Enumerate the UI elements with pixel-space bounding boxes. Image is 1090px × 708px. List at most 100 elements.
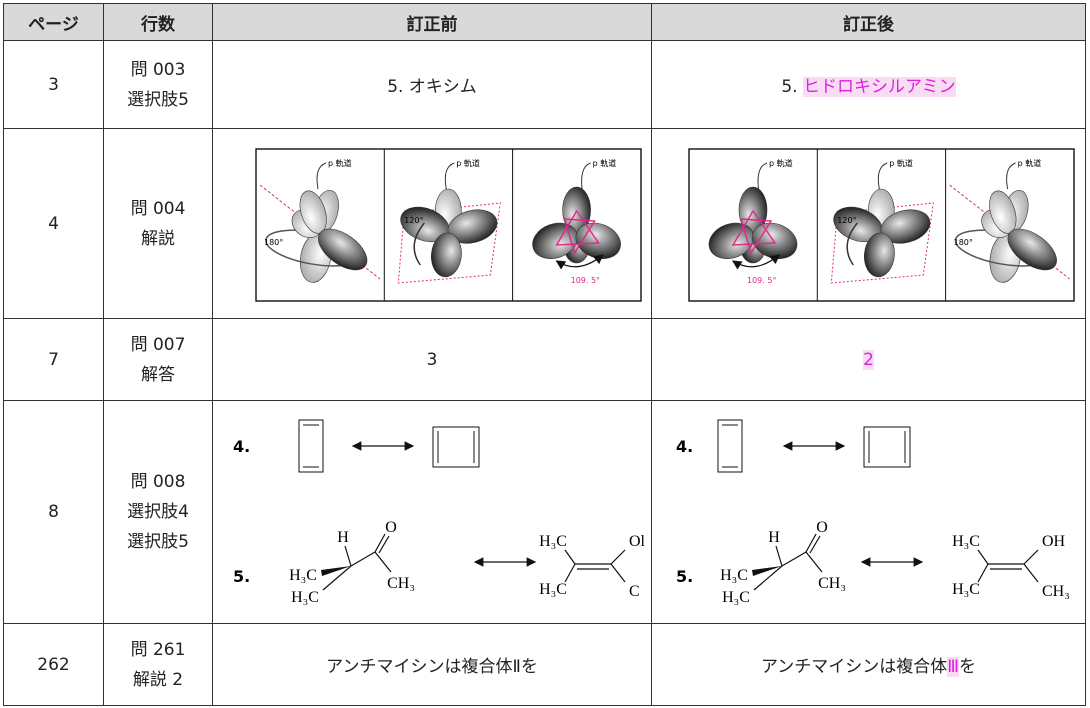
line-text: 選択肢4 <box>127 502 189 522</box>
atom-label: H₃C <box>539 533 567 550</box>
bond <box>977 563 989 582</box>
arc <box>731 253 780 270</box>
bond <box>610 549 626 564</box>
orbital-figure: 109. 5° p 軌道 120° p 軌道 180° p 軌道 <box>688 147 1075 302</box>
page-cell: 8 <box>3 400 104 624</box>
orbital-label: p 軌道 <box>889 158 913 168</box>
bond <box>775 545 783 566</box>
orbital-label: p 軌道 <box>593 158 617 168</box>
orbital-panel: 109. 5° p 軌道 <box>532 158 621 285</box>
line-text: 問 008 <box>130 472 186 492</box>
orbital-panel: 109. 5° p 軌道 <box>708 158 798 285</box>
item-number: 4. <box>233 437 250 456</box>
pointer <box>581 162 591 193</box>
plane <box>830 201 934 284</box>
angle-label: 109. 5° <box>747 276 776 285</box>
line-text: 解説 2 <box>132 669 184 690</box>
ring <box>298 419 324 472</box>
lobe <box>318 228 368 270</box>
atom-label: H <box>768 529 780 546</box>
page-cell: 7 <box>3 318 104 401</box>
atom-label: H₃C <box>952 581 980 598</box>
bond <box>805 551 823 572</box>
line-text: 選択肢5 <box>127 532 189 552</box>
pointer <box>757 162 768 193</box>
orbital-panel: 120° p 軌道 <box>830 158 934 284</box>
line-cell: 問 261 解説 2 <box>103 623 213 706</box>
header-row: ページ 行数 訂正前 訂正後 <box>3 3 1086 41</box>
page-cell: 4 <box>3 128 104 319</box>
item-number: 5. <box>233 567 250 586</box>
bond <box>374 551 392 572</box>
row: 262 問 261 解説 2 アンチマイシンは複合体Ⅱを アンチマイシンは複合体Ⅲ… <box>3 623 1086 706</box>
after-text: アンチマイシンは複合体 <box>760 657 948 677</box>
after-text: を <box>959 657 977 677</box>
header-cell: 訂正後 <box>651 3 1086 41</box>
wedge <box>321 565 351 576</box>
orbital-panel: 180° p 軌道 <box>259 158 381 283</box>
atom-label: H <box>337 529 349 546</box>
angle-label: 180° <box>954 238 973 247</box>
highlight: ヒドロキシルアミン <box>802 77 956 97</box>
bond <box>322 565 352 590</box>
orbital-label: p 軌道 <box>769 158 793 168</box>
bond <box>610 563 626 582</box>
highlight: 2 <box>863 349 874 370</box>
angle-label: 120° <box>404 216 423 225</box>
line-text: 問 007 <box>130 334 186 355</box>
line-cell: 問 008 選択肢4 選択肢5 <box>103 400 213 624</box>
page-cell: 262 <box>3 623 104 706</box>
bond <box>1023 563 1039 582</box>
line-cell: 問 003 選択肢5 <box>103 40 213 129</box>
lobe <box>431 232 462 277</box>
atom-label: O <box>816 519 828 536</box>
orbital-label: p 軌道 <box>328 158 352 168</box>
atom-label: H₃C <box>952 533 980 550</box>
triangle <box>740 217 773 255</box>
header-cell: 行数 <box>103 3 213 41</box>
chem-figure: 4. 5. H H₃C H₃C O CH₃ H₃C H₃C Ol C <box>233 419 646 606</box>
lobe <box>864 232 895 277</box>
ring <box>717 419 743 472</box>
header-cell: ページ <box>3 3 104 41</box>
bond <box>378 535 390 553</box>
pointer <box>444 162 455 189</box>
bond <box>805 533 817 552</box>
row: 8 問 008 選択肢4 選択肢5 4. 5. H H₃C H₃C O CH₃ H₃C H₃C Ol C… <box>3 400 1086 624</box>
orbital-panel: 180° p 軌道 <box>949 158 1070 283</box>
row: 3 問 003 選択肢5 5. オキシム 5. ヒドロキシルアミン <box>3 40 1086 129</box>
line-text: 解答 <box>141 364 175 385</box>
line-cell: 問 007 解答 <box>103 318 213 401</box>
after-cell: 2 <box>651 318 1086 401</box>
highlight: Ⅲ <box>947 657 960 677</box>
item-number: 5. <box>676 567 693 586</box>
before-cell: 3 <box>212 318 652 401</box>
bond <box>753 565 783 590</box>
arc <box>413 222 425 265</box>
line-text: 問 004 <box>130 198 186 219</box>
after-cell: アンチマイシンは複合体Ⅲを <box>651 623 1086 706</box>
atom-label: C <box>629 583 640 600</box>
item-number: 4. <box>676 437 693 456</box>
row: 7 問 007 解答 3 2 <box>3 318 1086 401</box>
arc <box>555 253 604 270</box>
bond <box>564 549 576 564</box>
atom-label: H₃C <box>291 589 319 606</box>
triangle <box>563 217 596 255</box>
atom-label: H₃C <box>720 567 748 584</box>
atom-label: CH₃ <box>1042 583 1070 600</box>
after-cell: 5. ヒドロキシルアミン <box>651 40 1086 129</box>
after-cell: 4. 5. H H₃C H₃C O CH₃ H₃C H₃C OH CH₃ <box>651 400 1086 624</box>
orbital-figure: 180° p 軌道 120° p 軌道 109. 5° p 軌道 <box>255 147 642 302</box>
line-text: 問 003 <box>130 59 186 80</box>
page-cell: 3 <box>3 40 104 129</box>
atom-label: Ol <box>629 533 646 550</box>
atom-label: CH₃ <box>818 575 846 592</box>
pointer <box>316 162 327 189</box>
arc <box>846 222 858 265</box>
atom-label: H₃C <box>289 567 317 584</box>
plane <box>397 201 501 284</box>
ring <box>863 426 911 467</box>
bond <box>1023 549 1039 564</box>
